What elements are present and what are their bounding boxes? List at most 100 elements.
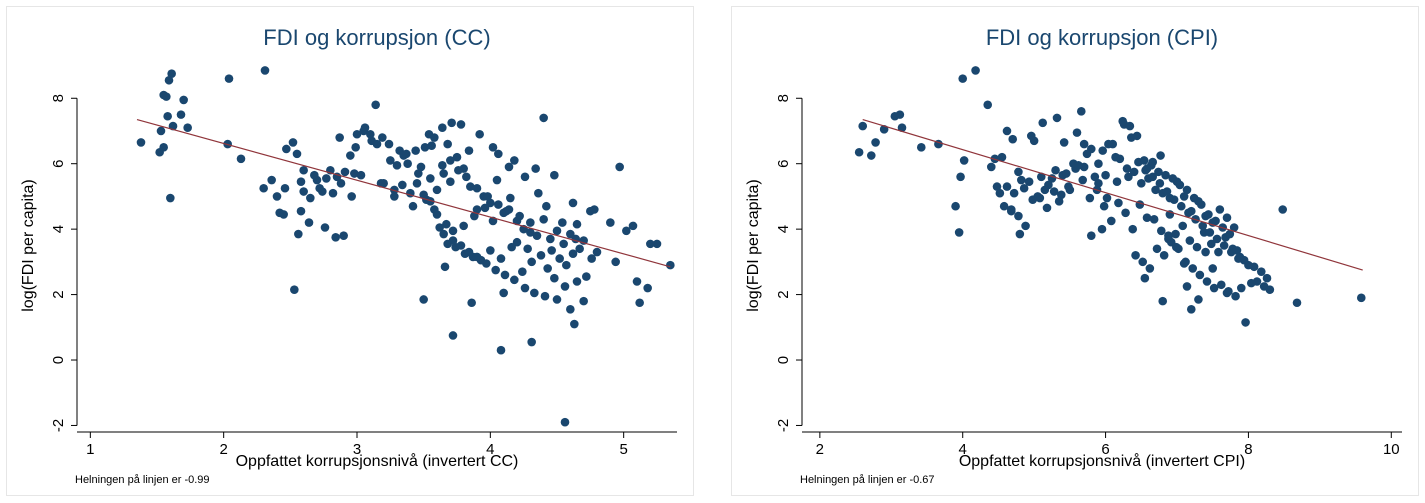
data-point-cc: [272, 192, 282, 201]
data-point-cpi: [1216, 280, 1226, 290]
data-point-cc: [320, 223, 330, 232]
data-point-cc: [296, 177, 306, 186]
y-tick-label-cc: 8: [50, 94, 67, 102]
data-point-cpi: [916, 143, 926, 152]
data-point-cc: [506, 193, 515, 203]
data-point-cc: [587, 254, 596, 263]
data-point-cc: [379, 179, 388, 188]
data-point-cpi: [1292, 298, 1302, 308]
data-point-cpi: [999, 201, 1009, 211]
data-point-cc: [378, 133, 387, 142]
data-point-cc: [260, 66, 270, 75]
data-point-cpi: [1149, 215, 1159, 224]
data-point-cc: [527, 337, 536, 347]
data-point-cc: [526, 228, 535, 237]
data-point-cc: [454, 165, 463, 175]
data-point-cc: [440, 262, 450, 272]
data-point-cc: [339, 231, 348, 240]
data-point-cc: [467, 298, 476, 308]
data-point-cpi: [1051, 165, 1060, 175]
data-point-cc: [179, 95, 188, 105]
data-point-cc: [386, 156, 395, 165]
data-point-cpi: [1024, 177, 1034, 186]
data-point-cc: [483, 192, 492, 201]
data-point-cc: [466, 182, 475, 191]
data-point-cpi: [1021, 221, 1030, 231]
data-point-cc: [304, 218, 314, 227]
data-point-cc: [442, 219, 451, 229]
data-point-cc: [462, 172, 471, 182]
y-tick-label-cc: -2: [50, 419, 67, 432]
x-tick-label-cpi: 4: [959, 441, 967, 458]
data-point-cc: [438, 123, 447, 133]
data-point-cpi: [1198, 221, 1208, 231]
data-point-cc: [447, 118, 456, 128]
x-tick-label-cc: 4: [486, 441, 494, 458]
data-point-cpi: [983, 100, 993, 110]
data-point-cpi: [1178, 221, 1188, 231]
data-point-cc: [371, 100, 380, 110]
slope-note-cc: Helningen på linjen er -0.99: [75, 474, 210, 486]
data-point-cpi: [1184, 208, 1193, 218]
data-point-cpi: [1201, 247, 1210, 257]
data-point-cpi: [956, 172, 965, 182]
data-point-cc: [439, 229, 448, 239]
x-tick-label-cpi: 6: [1101, 441, 1109, 458]
data-point-cc: [475, 129, 484, 139]
data-point-cpi: [1082, 149, 1092, 159]
data-point-cc: [510, 156, 519, 165]
data-point-cc: [336, 179, 346, 188]
y-tick-label-cc: 2: [50, 290, 67, 298]
data-point-cpi: [1064, 182, 1073, 191]
data-point-cc: [592, 247, 602, 257]
data-point-cpi: [992, 182, 1002, 191]
data-point-cpi: [1239, 255, 1249, 265]
data-point-cpi: [1204, 210, 1213, 219]
data-point-cc: [532, 231, 542, 240]
data-point-cc: [390, 185, 399, 195]
data-point-cpi: [1171, 229, 1180, 239]
data-point-cpi: [1102, 193, 1112, 203]
data-point-cc: [282, 144, 291, 154]
data-point-cpi: [1162, 187, 1172, 196]
data-point-cc: [496, 345, 506, 355]
data-point-cc: [500, 270, 510, 280]
data-point-cpi: [1158, 296, 1168, 306]
data-point-cpi: [1164, 231, 1173, 240]
data-point-cc: [448, 331, 458, 340]
data-point-cpi: [1074, 161, 1083, 170]
data-point-cc: [540, 291, 550, 301]
x-tick-label-cpi: 8: [1244, 441, 1252, 458]
data-point-cc: [426, 174, 435, 183]
data-point-cc: [366, 129, 375, 139]
data-point-cc: [646, 239, 655, 249]
data-point-cpi: [951, 201, 960, 211]
data-point-cc: [566, 305, 575, 314]
data-point-cc: [552, 226, 562, 236]
data-point-cc: [552, 295, 562, 304]
data-point-cc: [520, 283, 530, 293]
data-point-cc: [390, 192, 399, 201]
data-point-cc: [643, 283, 652, 293]
data-point-cpi: [1185, 236, 1195, 245]
data-point-cpi: [1118, 116, 1128, 126]
data-point-cpi: [1148, 172, 1158, 182]
data-point-cpi: [1124, 172, 1133, 182]
chart-panel-cpi: FDI og korrupsjon (CPI) 2 4 6 8 10 -2 0 2 4 6 8 Oppf…: [731, 6, 1419, 496]
data-point-cc: [416, 162, 426, 172]
data-point-cc: [430, 205, 439, 214]
data-point-cc: [632, 277, 642, 286]
data-point-cc: [419, 295, 428, 304]
data-point-cc: [666, 260, 675, 270]
data-point-cpi: [1026, 131, 1036, 141]
data-point-cpi: [1086, 231, 1096, 240]
data-point-cpi: [1215, 205, 1225, 214]
data-point-cc: [510, 275, 519, 285]
data-point-cc: [356, 170, 366, 180]
data-point-cpi: [1121, 208, 1130, 218]
data-point-cpi: [1128, 224, 1138, 234]
data-point-cpi: [1072, 128, 1082, 137]
x-tick-label-cc: 3: [353, 441, 361, 458]
data-point-cpi: [1231, 291, 1240, 301]
data-point-cpi: [1131, 251, 1140, 260]
